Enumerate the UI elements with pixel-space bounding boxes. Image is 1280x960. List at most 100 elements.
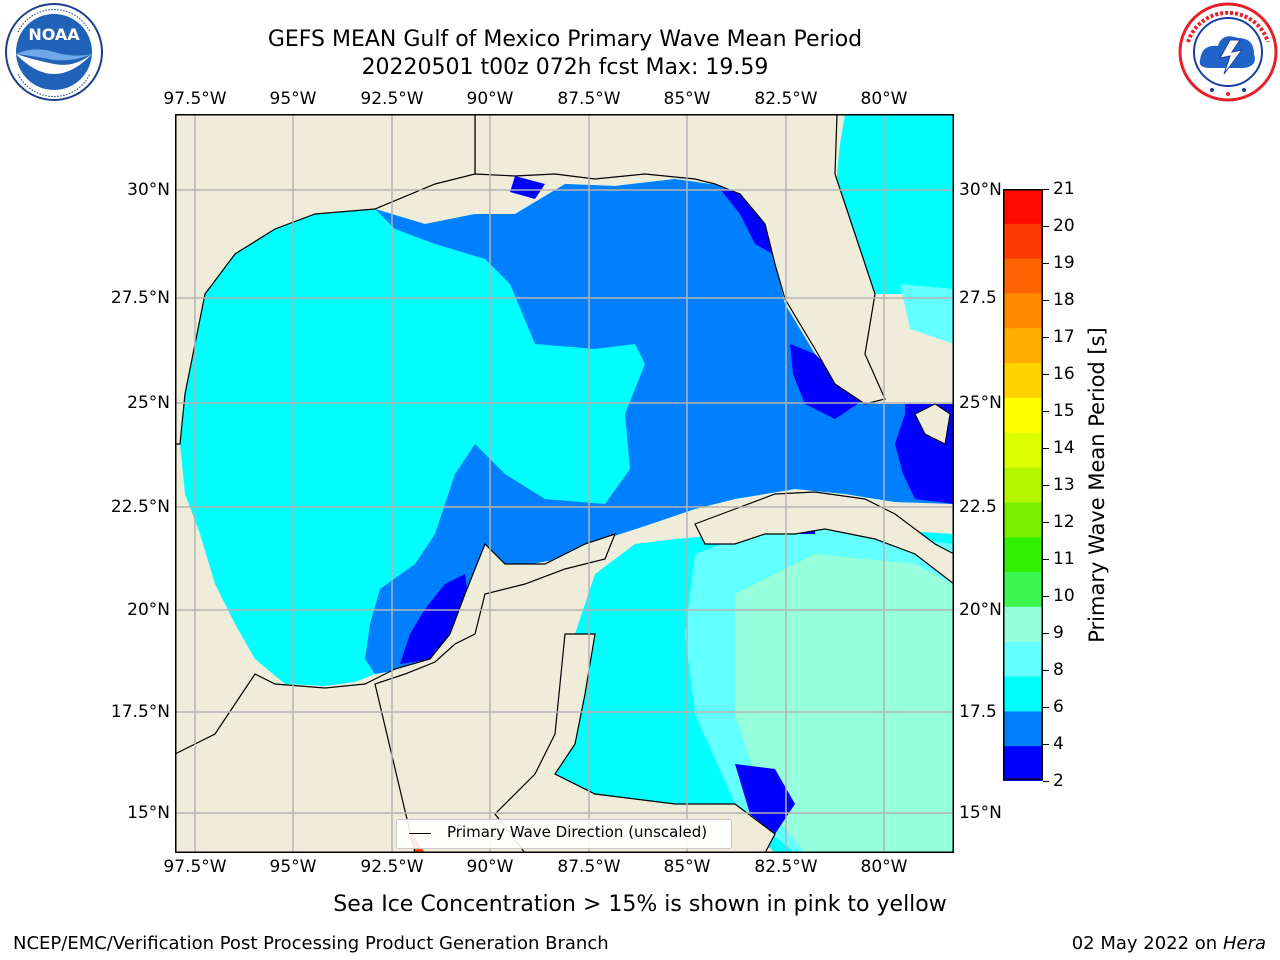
noaa-logo-text: NOAA xyxy=(28,25,80,44)
colorbar-tick-label: 18 xyxy=(1053,290,1075,310)
lon-tick-label-top: 85°W xyxy=(663,89,711,109)
colorbar-tick-label: 9 xyxy=(1053,623,1064,643)
colorbar-tick xyxy=(1043,485,1049,486)
caribbean-water-9-10s xyxy=(735,554,954,853)
map-panel xyxy=(175,114,954,853)
lon-tick-label-bottom: 92.5°W xyxy=(360,857,424,877)
noaa-logo: NOAA xyxy=(5,3,103,101)
lon-tick-label-top: 90°W xyxy=(466,89,514,109)
lon-tick-label-top: 80°W xyxy=(860,89,908,109)
colorbar-segment xyxy=(1003,467,1043,503)
lon-tick-label-top: 87.5°W xyxy=(557,89,621,109)
caribbean-water-2-4s xyxy=(735,764,795,834)
land-yucatan xyxy=(175,533,617,853)
colorbar xyxy=(1003,189,1043,781)
legend-line-swatch xyxy=(409,833,431,834)
land-central-america xyxy=(494,633,776,853)
atlantic-water-8-9s xyxy=(900,284,954,344)
colorbar-tick-label: 8 xyxy=(1053,660,1064,680)
colorbar-segment xyxy=(1003,363,1043,399)
colorbar-tick-label: 17 xyxy=(1053,327,1075,347)
gulf-water-2-4s xyxy=(790,344,865,419)
colorbar-tick xyxy=(1043,189,1049,190)
colorbar-tick xyxy=(1043,411,1049,412)
colorbar-segment xyxy=(1003,606,1043,643)
lat-tick-label-left: 17.5°N xyxy=(110,702,170,722)
colorbar-tick-label: 20 xyxy=(1053,216,1075,236)
colorbar-tick xyxy=(1043,559,1049,560)
lon-tick-label-bottom: 80°W xyxy=(860,857,908,877)
colorbar-tick xyxy=(1043,596,1049,597)
lon-tick-label-bottom: 97.5°W xyxy=(163,857,227,877)
land-cuba xyxy=(694,491,954,585)
lat-tick-label-right: 25°N xyxy=(959,393,1002,413)
colorbar-segment xyxy=(1003,746,1043,781)
colorbar-segment xyxy=(1003,537,1043,573)
lat-tick-label-right: 20°N xyxy=(959,600,1002,620)
footer-date: 02 May 2022 on Hera xyxy=(1072,933,1266,954)
lat-tick-label-right: 15°N xyxy=(959,803,1002,823)
colorbar-segment xyxy=(1003,711,1043,747)
colorbar-tick xyxy=(1043,522,1049,523)
lat-tick-label-right: 17.5 xyxy=(959,702,997,722)
colorbar-tick xyxy=(1043,337,1049,338)
colorbar-tick-label: 4 xyxy=(1053,734,1064,754)
footer-machine: Hera xyxy=(1222,933,1266,954)
colorbar-segment xyxy=(1003,328,1043,364)
map-legend: Primary Wave Direction (unscaled) xyxy=(396,819,732,849)
colorbar-tick-label: 10 xyxy=(1053,586,1075,606)
colorbar-tick xyxy=(1043,226,1049,227)
land-us-gulf-coast xyxy=(175,114,476,445)
map-gridlines xyxy=(175,114,954,853)
title-line-1: GEFS MEAN Gulf of Mexico Primary Wave Me… xyxy=(267,27,863,52)
footer-credit: NCEP/EMC/Verification Post Processing Pr… xyxy=(13,933,609,954)
land-florida xyxy=(474,114,886,405)
colorbar-tick-label: 2 xyxy=(1053,771,1064,791)
colorbar-segment xyxy=(1003,258,1043,294)
colorbar-segment xyxy=(1003,502,1043,538)
lat-tick-label-left: 20°N xyxy=(127,600,170,620)
colorbar-tick xyxy=(1043,300,1049,301)
atlantic-water-6-8s xyxy=(835,114,954,294)
sea-ice-note: Sea Ice Concentration > 15% is shown in … xyxy=(333,892,947,917)
gulf-water-2-4s xyxy=(720,189,773,254)
colorbar-tick xyxy=(1043,781,1049,782)
lat-tick-label-left: 30°N xyxy=(127,180,170,200)
lon-tick-label-top: 95°W xyxy=(269,89,317,109)
gulf-water-2-4s xyxy=(510,176,545,199)
lon-tick-label-bottom: 85°W xyxy=(663,857,711,877)
lon-tick-label-bottom: 95°W xyxy=(269,857,317,877)
footer-date-text: 02 May 2022 on xyxy=(1071,933,1218,954)
colorbar-tick xyxy=(1043,744,1049,745)
lon-tick-label-top: 82.5°W xyxy=(754,89,818,109)
land-bahamas xyxy=(914,403,951,445)
colorbar-tick-label: 21 xyxy=(1053,179,1075,199)
colorbar-tick-label: 13 xyxy=(1053,475,1075,495)
legend-label: Primary Wave Direction (unscaled) xyxy=(447,823,708,841)
lat-tick-label-left: 25°N xyxy=(127,393,170,413)
colorbar-tick-label: 12 xyxy=(1053,512,1075,532)
lat-tick-label-left: 27.5°N xyxy=(110,288,170,308)
colorbar-tick-label: 15 xyxy=(1053,401,1075,421)
colorbar-segment xyxy=(1003,641,1043,678)
colorbar-tick-label: 11 xyxy=(1053,549,1075,569)
colorbar-tick xyxy=(1043,633,1049,634)
colorbar-tick-label: 16 xyxy=(1053,364,1075,384)
colorbar-segment xyxy=(1003,676,1043,712)
lat-tick-label-right: 27.5 xyxy=(959,288,997,308)
lat-tick-label-right: 30°N xyxy=(959,180,1002,200)
colorbar-tick xyxy=(1043,448,1049,449)
map-border xyxy=(175,114,954,853)
colorbar-tick xyxy=(1043,670,1049,671)
colorbar-tick xyxy=(1043,707,1049,708)
colorbar-tick-label: 19 xyxy=(1053,253,1075,273)
colorbar-tick xyxy=(1043,374,1049,375)
title-line-2: 20220501 t00z 072h fcst Max: 19.59 xyxy=(361,55,769,80)
colorbar-tick-label: 14 xyxy=(1053,438,1075,458)
lat-tick-label-right: 22.5 xyxy=(959,497,997,517)
gulf-water-4-6s xyxy=(365,179,954,674)
colorbar-tick xyxy=(1043,263,1049,264)
lat-tick-label-left: 15°N xyxy=(127,803,170,823)
lat-tick-label-left: 22.5°N xyxy=(110,497,170,517)
